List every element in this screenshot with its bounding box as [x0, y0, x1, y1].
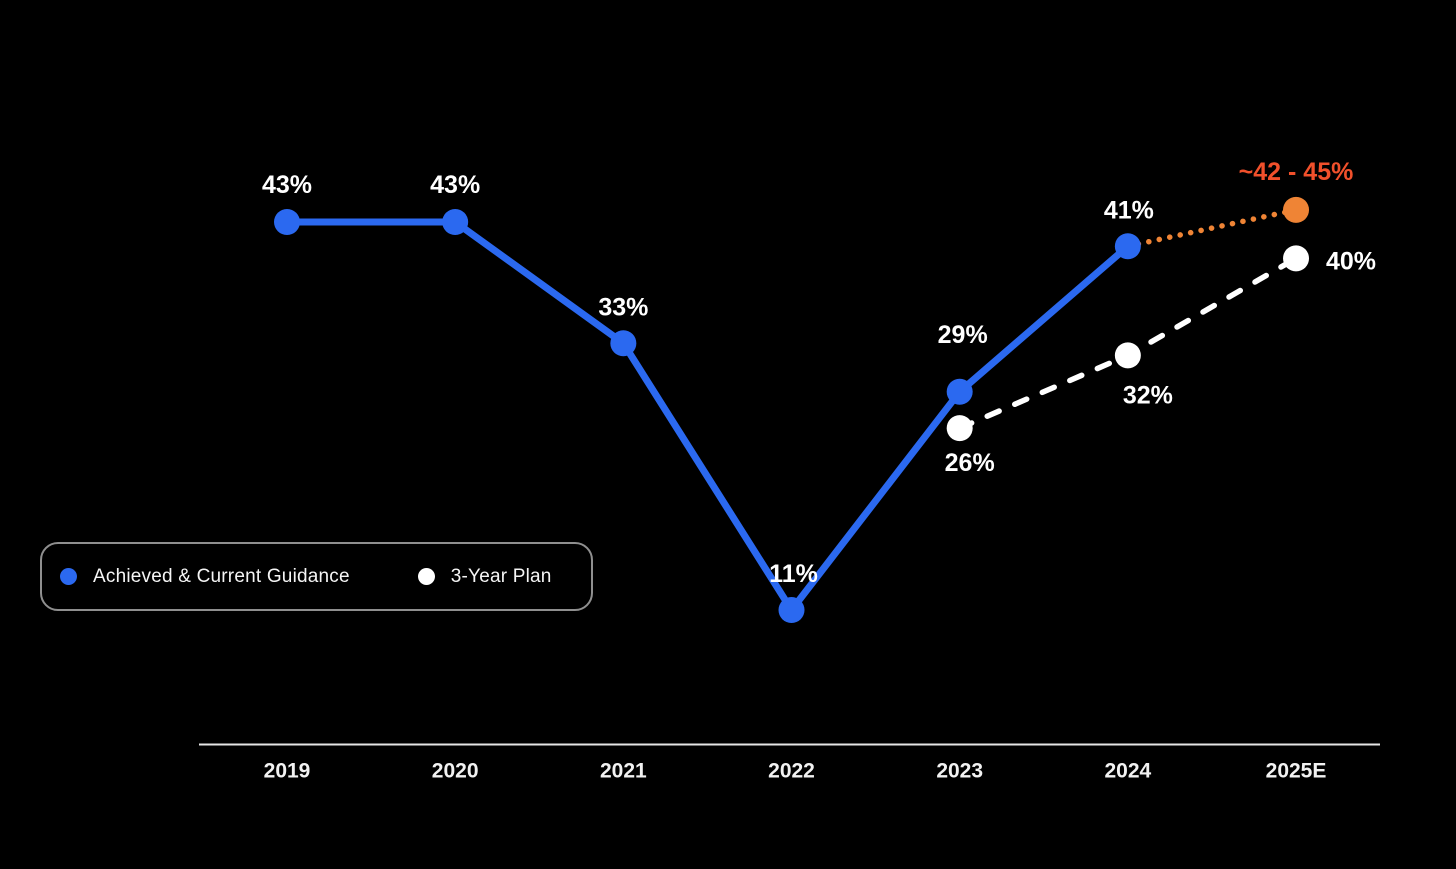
legend-item-achieved-guidance: Achieved & Current Guidance — [60, 566, 350, 588]
series-line-2 — [1125, 207, 1299, 249]
series-line-0 — [287, 218, 1131, 617]
data-point-2025E-series-1 — [1283, 245, 1310, 272]
x-axis-label-2024: 2024 — [1104, 760, 1151, 783]
value-label-2024-series-0: 41% — [1104, 196, 1154, 224]
legend-marker-three-year-plan-icon — [417, 568, 435, 585]
value-label-2021-series-0: 33% — [598, 293, 648, 321]
data-point-2021-series-0 — [610, 330, 637, 357]
legend-label-three-year-plan: 3-Year Plan — [450, 565, 552, 587]
value-label-2023-series-1: 26% — [945, 449, 995, 477]
data-point-2025E-series-2 — [1283, 196, 1310, 223]
x-axis-label-2022: 2022 — [768, 760, 815, 783]
x-axis-label-2019: 2019 — [264, 760, 311, 783]
value-label-2022-series-0: 11% — [769, 560, 818, 588]
value-label-2020-series-0: 43% — [430, 171, 480, 199]
data-point-2019-series-0 — [274, 209, 300, 235]
legend-label-achieved-guidance: Achieved & Current Guidance — [93, 565, 350, 587]
legend-item-three-year-plan: 3-Year Plan — [417, 565, 552, 588]
data-point-2023-series-0 — [946, 378, 973, 405]
value-label-2025E-series-1: 40% — [1326, 247, 1376, 275]
value-label-2019-series-0: 43% — [262, 171, 312, 199]
x-axis-label-2021: 2021 — [600, 760, 647, 783]
value-label-2024-series-1: 32% — [1123, 381, 1173, 409]
data-point-2023-series-1 — [946, 415, 973, 442]
value-label-2025E-series-2: ~42 - 45% — [1239, 158, 1354, 186]
value-label-2023-series-0: 29% — [938, 321, 988, 349]
x-axis-label-2023: 2023 — [936, 760, 983, 783]
x-axis-label-2025E: 2025E — [1266, 760, 1327, 783]
data-point-2020-series-0 — [442, 209, 469, 235]
x-axis-label-2020: 2020 — [432, 760, 479, 783]
data-point-2024-series-1 — [1114, 342, 1141, 369]
legend-marker-achieved-guidance-icon — [60, 568, 77, 585]
legend: Achieved & Current Guidance 3-Year Plan — [40, 542, 593, 611]
data-point-2022-series-0 — [778, 597, 805, 623]
data-point-2024-series-0 — [1114, 233, 1141, 260]
